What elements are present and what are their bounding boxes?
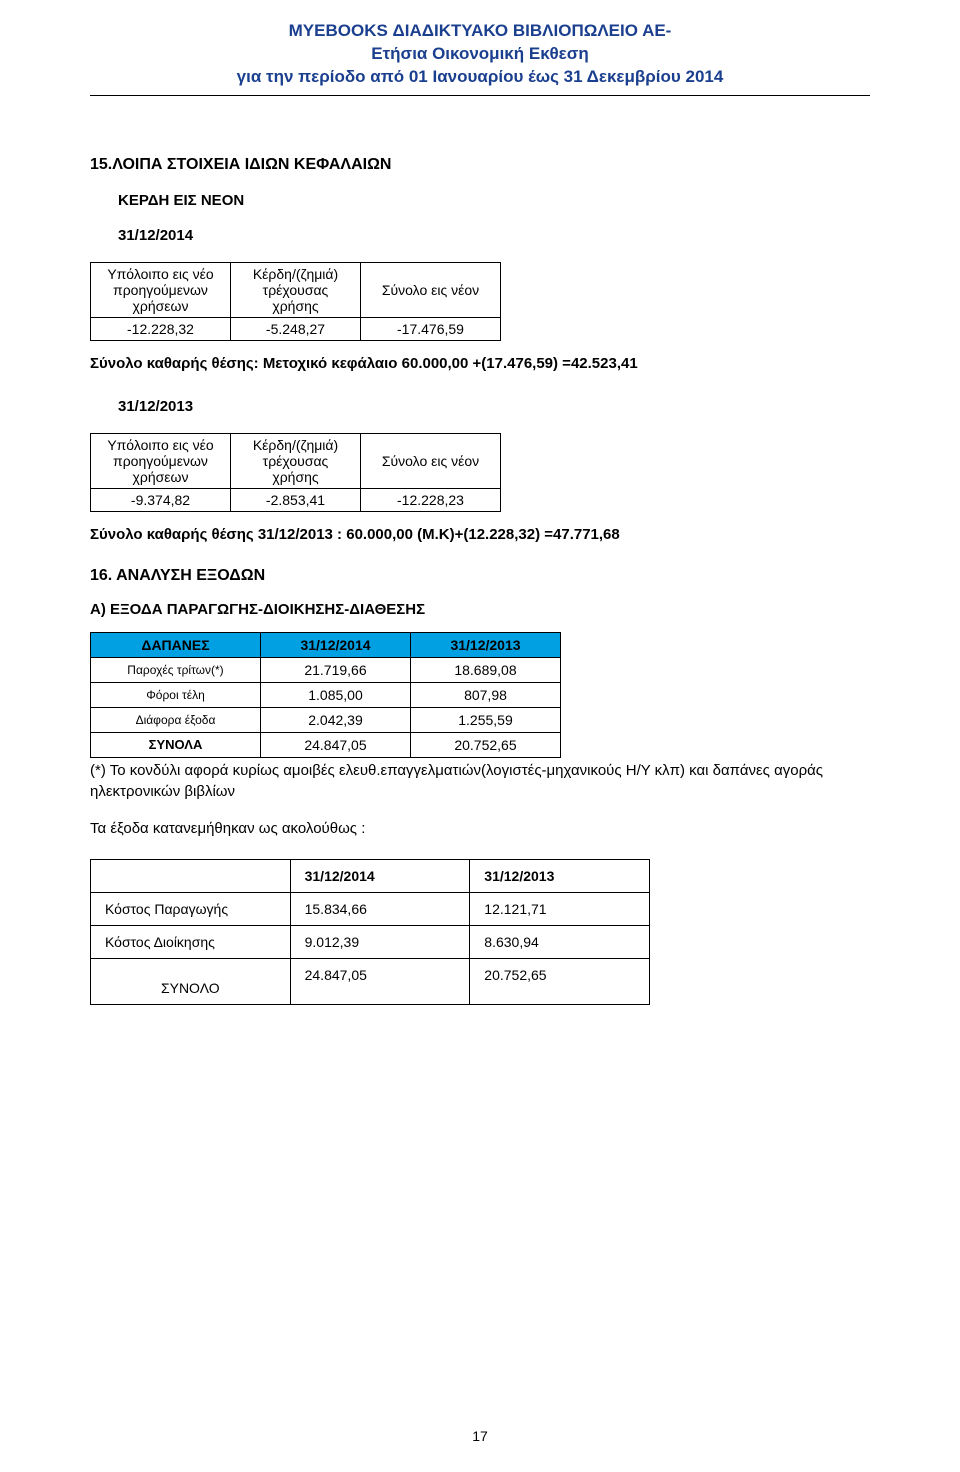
t2013-h2: Κέρδη/(ζημιά) τρέχουσας χρήσης [231, 433, 361, 488]
exp-h1: ΔΑΠΑΝΕΣ [91, 632, 261, 657]
t2014-h1: Υπόλοιπο εις νέο προηγούμενων χρήσεων [91, 262, 231, 317]
date-2014: 31/12/2014 [118, 227, 870, 244]
section15-title: 15.ΛΟΙΠΑ ΣΤΟΙΧΕΙΑ ΙΔΙΩΝ ΚΕΦΑΛΑΙΩΝ [90, 156, 870, 174]
alloc-r0-2014: 15.834,66 [290, 892, 470, 925]
t2014-h3: Σύνολο εις νέον [361, 262, 501, 317]
header-line2: Ετήσια Οικονομική Εκθεση [90, 43, 870, 66]
t2013-v3: -12.228,23 [361, 488, 501, 511]
table-row: ΣΥΝΟΛΟ 24.847,05 20.752,65 [91, 958, 650, 1004]
clean-2014: Σύνολο καθαρής θέσης: Μετοχικό κεφάλαιο … [90, 355, 870, 372]
table-2014: Υπόλοιπο εις νέο προηγούμενων χρήσεων Κέ… [90, 262, 501, 341]
exp-r1-2014: 1.085,00 [261, 682, 411, 707]
table-2013: Υπόλοιπο εις νέο προηγούμενων χρήσεων Κέ… [90, 433, 501, 512]
alloc-text: Τα έξοδα κατανεμήθηκαν ως ακολούθως : [90, 820, 870, 837]
alloc-r1-2013: 8.630,94 [470, 925, 650, 958]
alloc-r2-label: ΣΥΝΟΛΟ [91, 958, 291, 1004]
date-2013: 31/12/2013 [118, 398, 870, 415]
exp-r2-2014: 2.042,39 [261, 707, 411, 732]
table-row: Κόστος Παραγωγής 15.834,66 12.121,71 [91, 892, 650, 925]
exp-r3-2013: 20.752,65 [411, 732, 561, 757]
alloc-h3: 31/12/2013 [470, 859, 650, 892]
clean-2013: Σύνολο καθαρής θέσης 31/12/2013 : 60.000… [90, 526, 870, 543]
exp-r2-label: Διάφορα έξοδα [91, 707, 261, 732]
header-rule [90, 95, 870, 96]
t2014-v2: -5.248,27 [231, 317, 361, 340]
t2014-v3: -17.476,59 [361, 317, 501, 340]
page: MYEBOOKS ΔΙΑΔΙΚΤΥΑΚΟ ΒΙΒΛΙΟΠΩΛΕΙΟ ΑΕ- Ετ… [0, 0, 960, 1472]
exp-h3: 31/12/2013 [411, 632, 561, 657]
exp-r0-label: Παροχές τρίτων(*) [91, 657, 261, 682]
alloc-table: 31/12/2014 31/12/2013 Κόστος Παραγωγής 1… [90, 859, 650, 1005]
expense-table: ΔΑΠΑΝΕΣ 31/12/2014 31/12/2013 Παροχές τρ… [90, 632, 561, 758]
header-line3: για την περίοδο από 01 Ιανουαρίου έως 31… [90, 66, 870, 89]
page-number: 17 [0, 1428, 960, 1444]
alloc-r1-label: Κόστος Διοίκησης [91, 925, 291, 958]
expense-note: (*) Το κονδύλι αφορά κυρίως αμοιβές ελευ… [90, 760, 870, 802]
exp-r1-label: Φόροι τέλη [91, 682, 261, 707]
exp-r2-2013: 1.255,59 [411, 707, 561, 732]
table-row: ΣΥΝΟΛΑ 24.847,05 20.752,65 [91, 732, 561, 757]
exp-r0-2014: 21.719,66 [261, 657, 411, 682]
exp-r0-2013: 18.689,08 [411, 657, 561, 682]
exp-h2: 31/12/2014 [261, 632, 411, 657]
t2013-h3: Σύνολο εις νέον [361, 433, 501, 488]
alloc-r0-label: Κόστος Παραγωγής [91, 892, 291, 925]
t2014-v1: -12.228,32 [91, 317, 231, 340]
t2014-h2: Κέρδη/(ζημιά) τρέχουσας χρήσης [231, 262, 361, 317]
report-header: MYEBOOKS ΔΙΑΔΙΚΤΥΑΚΟ ΒΙΒΛΙΟΠΩΛΕΙΟ ΑΕ- Ετ… [90, 20, 870, 89]
table-row: Φόροι τέλη 1.085,00 807,98 [91, 682, 561, 707]
alloc-h2: 31/12/2014 [290, 859, 470, 892]
t2013-h1: Υπόλοιπο εις νέο προηγούμενων χρήσεων [91, 433, 231, 488]
exp-r1-2013: 807,98 [411, 682, 561, 707]
section16-subA: Α) ΕΞΟΔΑ ΠΑΡΑΓΩΓΗΣ-ΔΙΟΙΚΗΣΗΣ-ΔΙΑΘΕΣΗΣ [90, 601, 870, 618]
alloc-r1-2014: 9.012,39 [290, 925, 470, 958]
alloc-r2-2014: 24.847,05 [290, 958, 470, 1004]
section15-subhead: ΚΕΡΔΗ ΕΙΣ ΝΕΟΝ [118, 192, 870, 209]
table-row: Παροχές τρίτων(*) 21.719,66 18.689,08 [91, 657, 561, 682]
t2013-v1: -9.374,82 [91, 488, 231, 511]
exp-r3-2014: 24.847,05 [261, 732, 411, 757]
table-row: Κόστος Διοίκησης 9.012,39 8.630,94 [91, 925, 650, 958]
t2013-v2: -2.853,41 [231, 488, 361, 511]
alloc-r0-2013: 12.121,71 [470, 892, 650, 925]
section16-title: 16. ΑΝΑΛΥΣΗ ΕΞΟΔΩΝ [90, 567, 870, 585]
header-line1: MYEBOOKS ΔΙΑΔΙΚΤΥΑΚΟ ΒΙΒΛΙΟΠΩΛΕΙΟ ΑΕ- [90, 20, 870, 43]
exp-r3-label: ΣΥΝΟΛΑ [91, 732, 261, 757]
table-row: Διάφορα έξοδα 2.042,39 1.255,59 [91, 707, 561, 732]
alloc-r2-2013: 20.752,65 [470, 958, 650, 1004]
